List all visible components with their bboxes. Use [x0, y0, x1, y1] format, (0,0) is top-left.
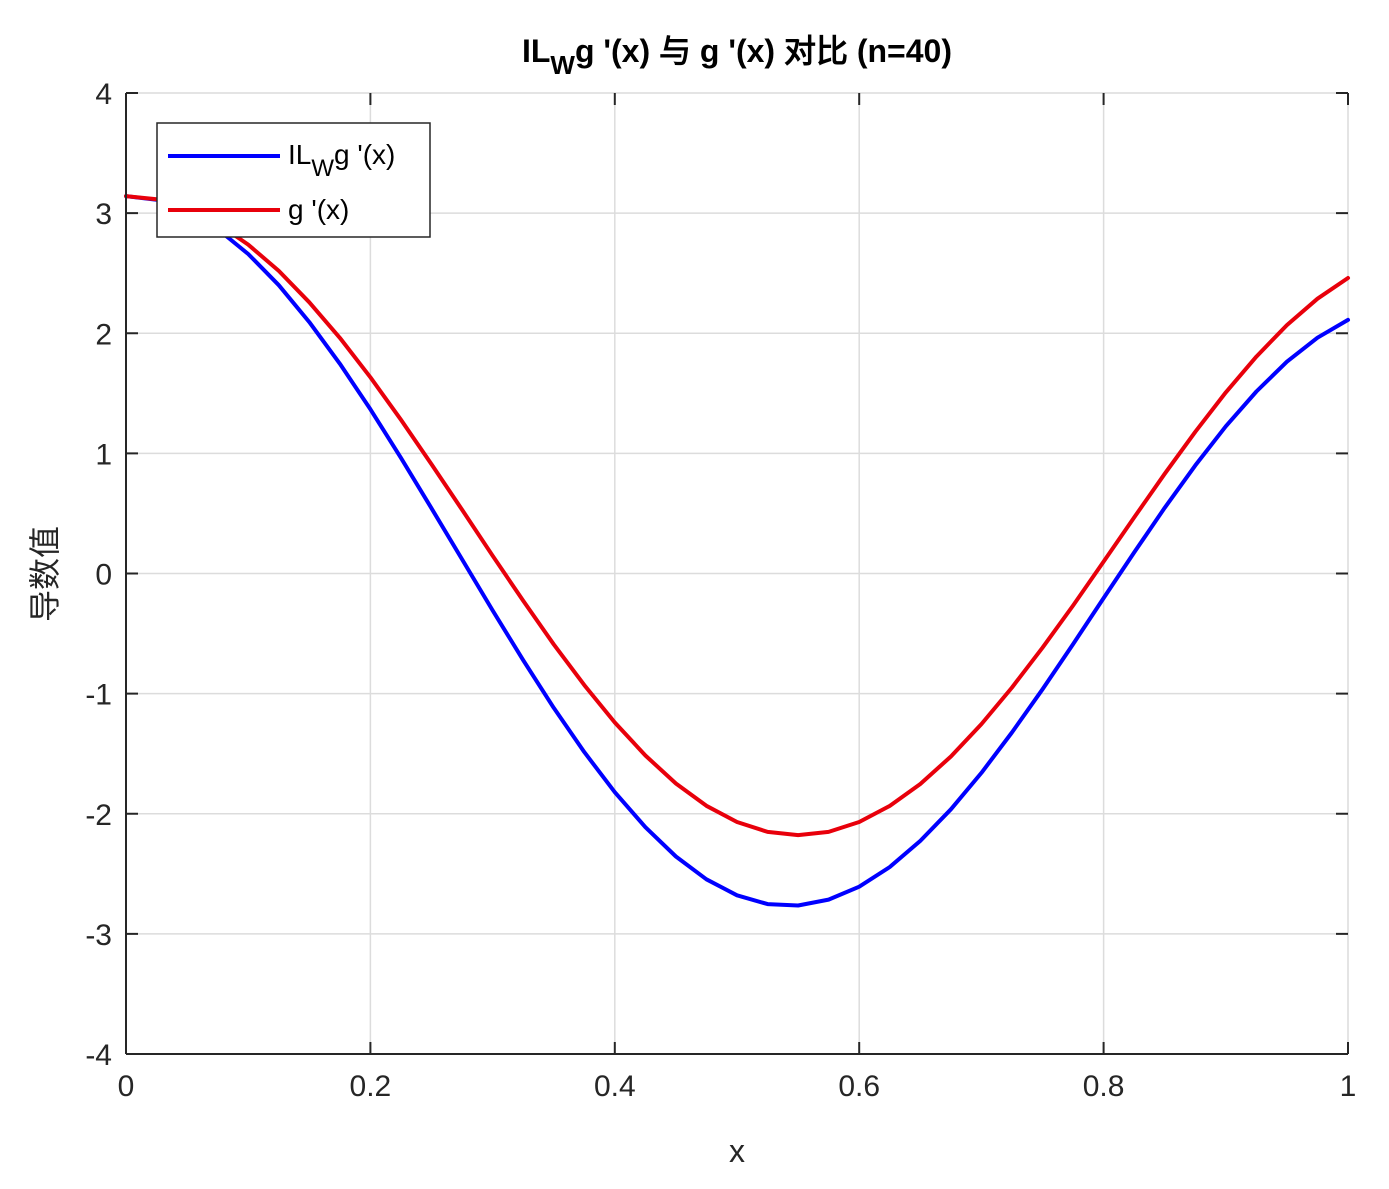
x-axis-label: x: [729, 1133, 745, 1169]
y-tick-label: -1: [85, 679, 112, 712]
y-tick-label: 2: [95, 318, 112, 351]
x-tick-label: 0.6: [838, 1070, 880, 1103]
y-tick-label: -2: [85, 799, 112, 832]
x-tick-label: 0.2: [350, 1070, 392, 1103]
legend-label-ilwg: ILWg '(x): [288, 139, 395, 182]
x-tick-label: 0.4: [594, 1070, 636, 1103]
x-tick-label: 1: [1340, 1070, 1357, 1103]
legend-box: [156, 122, 431, 238]
series-line-1: [124, 194, 1350, 838]
x-ticks: 0 0.2 0.4 0.6 0.8 1: [118, 93, 1357, 1103]
series-lines: [124, 194, 1350, 908]
y-ticks: -4 -3 -2 -1 0 1 2 3 4: [85, 78, 1348, 1072]
y-tick-label: -3: [85, 919, 112, 952]
x-tick-label: 0: [118, 1070, 135, 1103]
y-tick-label: 0: [95, 559, 112, 592]
series-line-0: [124, 194, 1350, 908]
legend-label-g-prime: g '(x): [288, 194, 349, 225]
y-tick-label: 4: [95, 78, 112, 111]
y-tick-label: 1: [95, 438, 112, 471]
x-tick-label: 0.8: [1083, 1070, 1125, 1103]
legend: ILWg '(x) g '(x): [156, 122, 431, 238]
y-tick-label: 3: [95, 198, 112, 231]
y-tick-label: -4: [85, 1039, 112, 1072]
chart-title: ILWg '(x) 与 g '(x) 对比 (n=40): [522, 33, 952, 80]
y-axis-label: 导数值: [27, 526, 63, 622]
